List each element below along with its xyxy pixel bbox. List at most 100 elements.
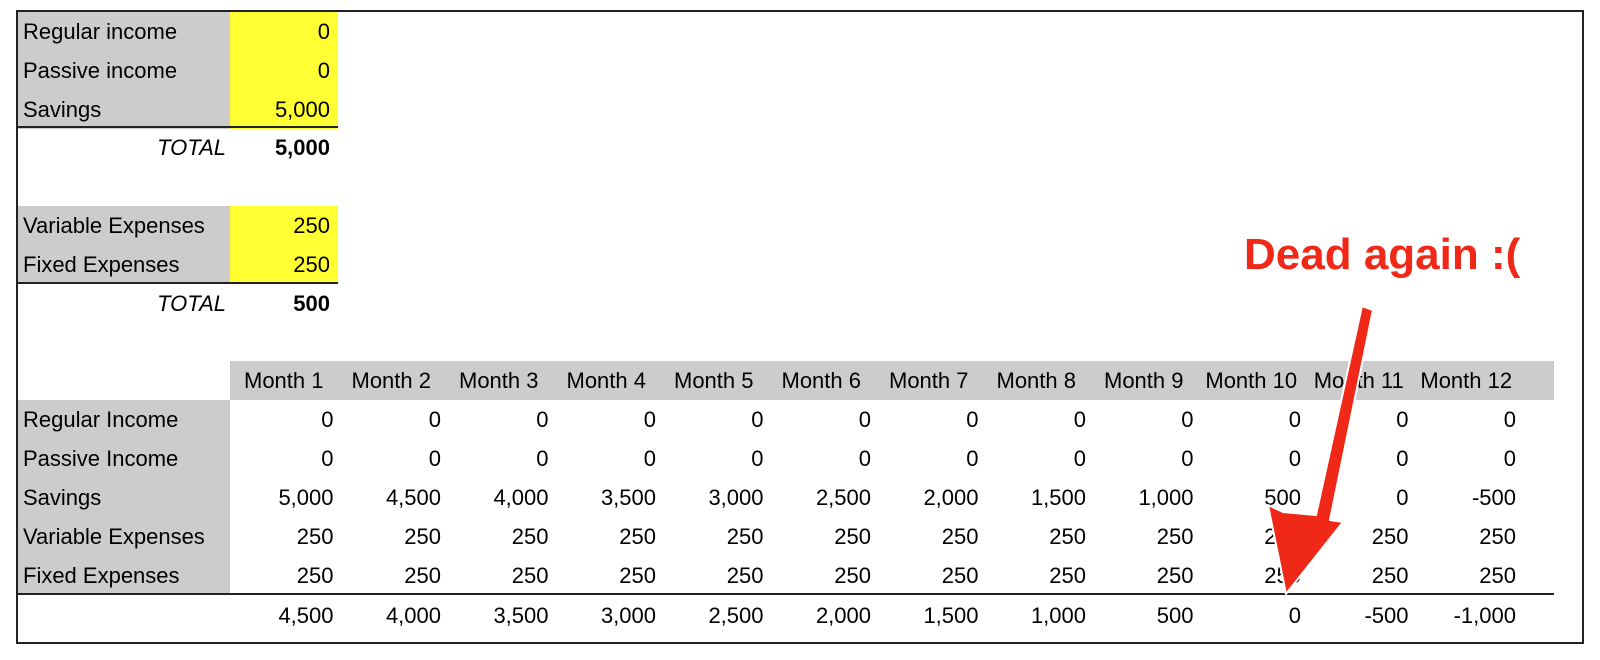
monthly-cell: 250: [1371, 524, 1409, 549]
monthly-cell: 0: [1396, 446, 1409, 471]
monthly-row-label: Passive Income: [18, 439, 230, 478]
monthly-cell: 250: [296, 524, 334, 549]
monthly-cell: 0: [1396, 485, 1409, 510]
monthly-cell: 0: [966, 446, 979, 471]
expense-value-variable[interactable]: 250: [230, 206, 338, 245]
income-total-rule: [18, 126, 338, 128]
month-header-1: Month 1: [244, 368, 324, 393]
monthly-cell: 4,000: [493, 485, 549, 510]
monthly-cell: 0: [751, 446, 764, 471]
monthly-cell: 0: [536, 407, 549, 432]
expense-label-fixed: Fixed Expenses: [18, 245, 230, 284]
monthly-cell: 3,000: [708, 485, 764, 510]
monthly-cell: 250: [834, 563, 871, 588]
monthly-cell: 250: [1156, 563, 1194, 588]
monthly-row-label: Savings: [18, 478, 230, 517]
monthly-cell: 250: [511, 524, 549, 549]
monthly-cell: 0: [1503, 407, 1516, 432]
month-header-9: Month 9: [1104, 368, 1184, 393]
month-header-8: Month 8: [996, 368, 1077, 393]
monthly-cell: 0: [428, 446, 441, 471]
spreadsheet-frame: [16, 10, 1584, 644]
month-header-2: Month 2: [351, 368, 432, 393]
income-value-passive[interactable]: 0: [230, 51, 338, 90]
monthly-cell: 0: [321, 446, 334, 471]
monthly-row-label: Regular Income: [18, 400, 230, 439]
monthly-cell: 0: [966, 407, 979, 432]
expense-total-rule: [18, 282, 338, 284]
monthly-total-cell: 3,000: [600, 603, 656, 628]
monthly-total-cell: 3,500: [493, 603, 549, 628]
month-header-row: [230, 361, 1554, 400]
month-header-6: Month 6: [781, 368, 862, 393]
monthly-cell: 250: [1479, 524, 1516, 549]
monthly-total-cell: 1,000: [1030, 603, 1086, 628]
monthly-cell: 250: [1371, 563, 1409, 588]
monthly-cell: 4,500: [385, 485, 441, 510]
monthly-cell: 250: [1156, 524, 1194, 549]
monthly-total-cell: 4,500: [278, 603, 334, 628]
monthly-cell: -500: [1471, 485, 1516, 510]
month-header-10: Month 10: [1205, 368, 1298, 393]
monthly-cell: 0: [643, 446, 656, 471]
monthly-cell: 250: [834, 524, 871, 549]
monthly-cell: 250: [296, 563, 334, 588]
monthly-total-cell: 4,000: [385, 603, 441, 628]
monthly-cell: 5,000: [278, 485, 334, 510]
expense-value-fixed[interactable]: 250: [230, 245, 338, 284]
income-label-regular: Regular income: [18, 12, 230, 51]
month-header-12: Month 12: [1420, 368, 1513, 393]
monthly-cell: 0: [1503, 446, 1516, 471]
monthly-cell: 1,000: [1138, 485, 1194, 510]
monthly-total-cell: 2,000: [815, 603, 871, 628]
monthly-cell: 2,500: [815, 485, 871, 510]
annotation-text: Dead again :(: [1244, 230, 1521, 279]
month-header-4: Month 4: [566, 368, 647, 393]
month-header-3: Month 3: [459, 368, 539, 393]
monthly-row-label: Variable Expenses: [18, 517, 230, 556]
monthly-cell: 250: [619, 563, 656, 588]
income-label-savings: Savings: [18, 90, 230, 129]
monthly-cell: 250: [1049, 563, 1086, 588]
income-value-savings[interactable]: 5,000: [230, 90, 338, 129]
monthly-cell: 0: [321, 407, 334, 432]
monthly-cell: 0: [1288, 446, 1301, 471]
income-label-passive: Passive income: [18, 51, 230, 90]
monthly-cell: 250: [726, 563, 764, 588]
monthly-cell: 0: [751, 407, 764, 432]
monthly-total-cell: -500: [1364, 603, 1409, 628]
monthly-cell: 0: [1073, 407, 1086, 432]
monthly-cell: 250: [619, 524, 656, 549]
expense-label-variable: Variable Expenses: [18, 206, 230, 245]
monthly-cell: 0: [1181, 407, 1194, 432]
monthly-cell: 0: [1073, 446, 1086, 471]
monthly-cell: 250: [404, 563, 441, 588]
monthly-total-cell: 1,500: [923, 603, 979, 628]
expense-total-value: 500: [293, 291, 330, 316]
monthly-cell: 0: [536, 446, 549, 471]
monthly-cell: 250: [1479, 563, 1516, 588]
monthly-cell: 0: [643, 407, 656, 432]
monthly-cell: 250: [941, 563, 979, 588]
monthly-row-label: Fixed Expenses: [18, 556, 230, 595]
monthly-cell: 0: [858, 446, 871, 471]
monthly-cell: 1,500: [1030, 485, 1086, 510]
monthly-cell: 0: [1288, 407, 1301, 432]
month-header-7: Month 7: [889, 368, 969, 393]
month-header-5: Month 5: [674, 368, 754, 393]
monthly-total-rule: [18, 593, 1554, 595]
monthly-cell: 0: [1181, 446, 1194, 471]
monthly-cell: 3,500: [600, 485, 656, 510]
monthly-total-cell: 0: [1288, 603, 1301, 628]
monthly-total-cell: 500: [1156, 603, 1194, 628]
monthly-total-cell: 2,500: [708, 603, 764, 628]
monthly-cell: 0: [428, 407, 441, 432]
monthly-cell: 0: [1396, 407, 1409, 432]
income-total-label: TOTAL: [157, 135, 226, 160]
monthly-cell: 2,000: [923, 485, 979, 510]
monthly-cell: 250: [726, 524, 764, 549]
income-value-regular[interactable]: 0: [230, 12, 338, 51]
monthly-cell: 250: [404, 524, 441, 549]
monthly-cell: 0: [858, 407, 871, 432]
